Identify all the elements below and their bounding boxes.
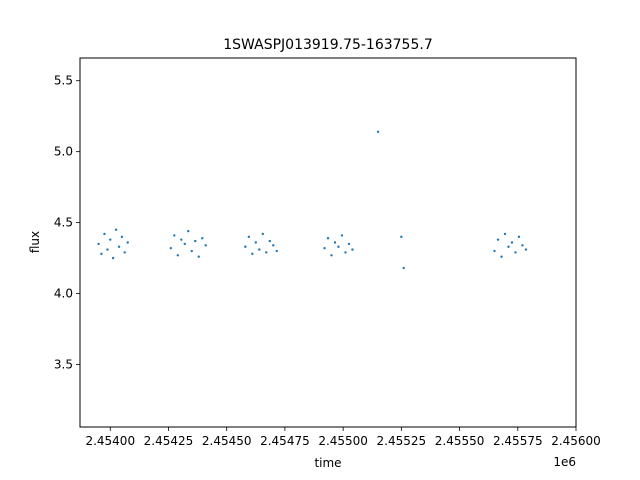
data-point bbox=[126, 241, 129, 244]
plot-frame bbox=[79, 57, 577, 428]
x-tick-label: 2.45575 bbox=[493, 434, 543, 448]
data-point bbox=[254, 241, 258, 244]
y-axis-label: flux bbox=[28, 231, 42, 253]
data-point bbox=[173, 234, 176, 237]
chart-title: 1SWASPJ013919.75-163755.7 bbox=[223, 37, 432, 53]
data-point bbox=[183, 242, 186, 246]
data-point bbox=[120, 235, 124, 239]
data-point bbox=[510, 241, 514, 244]
data-point bbox=[275, 249, 278, 253]
data-points bbox=[97, 130, 528, 270]
x-tick-label: 2.45500 bbox=[318, 434, 368, 448]
data-point bbox=[524, 248, 528, 251]
data-point bbox=[347, 242, 351, 246]
data-point bbox=[190, 249, 193, 253]
data-point bbox=[323, 246, 326, 250]
data-point bbox=[194, 239, 197, 243]
data-point bbox=[272, 244, 275, 247]
data-point bbox=[123, 251, 126, 254]
x-tick-label: 2.45425 bbox=[144, 434, 194, 448]
data-point bbox=[204, 244, 207, 247]
y-axis-ticks: 3.5 4.0 4.5 5.0 5.5 bbox=[54, 74, 80, 372]
data-point bbox=[330, 254, 333, 257]
data-point bbox=[258, 248, 261, 251]
x-tick-label: 2.45525 bbox=[377, 434, 427, 448]
data-point bbox=[337, 245, 340, 248]
y-tick-label: 5.5 bbox=[54, 74, 73, 88]
data-point bbox=[247, 235, 251, 239]
data-point bbox=[251, 252, 254, 256]
data-point bbox=[326, 237, 330, 240]
data-point bbox=[261, 232, 264, 236]
x-tick-label: 2.45450 bbox=[202, 434, 252, 448]
data-point bbox=[106, 248, 109, 251]
y-tick-label: 3.5 bbox=[54, 358, 73, 372]
data-point bbox=[103, 232, 106, 236]
data-point bbox=[340, 234, 344, 237]
data-point bbox=[500, 255, 503, 258]
data-point bbox=[244, 245, 247, 248]
data-point bbox=[180, 238, 183, 241]
data-point bbox=[496, 238, 500, 241]
x-tick-label: 2.45600 bbox=[551, 434, 601, 448]
y-tick-label: 5.0 bbox=[54, 145, 73, 159]
data-point bbox=[333, 241, 337, 244]
data-point bbox=[376, 130, 380, 133]
data-point bbox=[507, 245, 510, 248]
data-point bbox=[169, 246, 173, 250]
y-tick-label: 4.5 bbox=[54, 216, 73, 230]
data-point bbox=[109, 238, 112, 241]
data-point bbox=[100, 252, 103, 256]
data-point bbox=[351, 248, 354, 251]
x-axis-ticks: 2.45400 2.45425 2.45450 2.45475 2.45500 2.455… bbox=[85, 427, 601, 448]
x-axis-label: time bbox=[314, 456, 341, 470]
data-point bbox=[197, 255, 200, 258]
y-tick-label: 4.0 bbox=[54, 287, 73, 301]
data-point bbox=[493, 249, 496, 253]
data-point bbox=[117, 245, 121, 248]
x-tick-label: 2.45550 bbox=[435, 434, 485, 448]
data-point bbox=[503, 232, 507, 236]
data-point bbox=[268, 239, 271, 243]
x-tick-label: 2.45475 bbox=[260, 434, 310, 448]
data-point bbox=[265, 251, 268, 254]
data-point bbox=[521, 244, 524, 247]
data-point bbox=[517, 235, 521, 239]
data-point bbox=[114, 228, 118, 231]
data-point bbox=[400, 235, 403, 239]
data-point bbox=[514, 251, 517, 254]
data-point bbox=[344, 251, 347, 254]
data-point bbox=[402, 266, 405, 270]
data-point bbox=[187, 229, 190, 233]
data-point bbox=[176, 254, 180, 257]
x-axis-offset-label: 1e6 bbox=[553, 455, 576, 469]
data-point bbox=[201, 237, 204, 240]
data-point bbox=[97, 242, 100, 246]
data-point bbox=[111, 256, 115, 260]
x-tick-label: 2.45400 bbox=[85, 434, 135, 448]
